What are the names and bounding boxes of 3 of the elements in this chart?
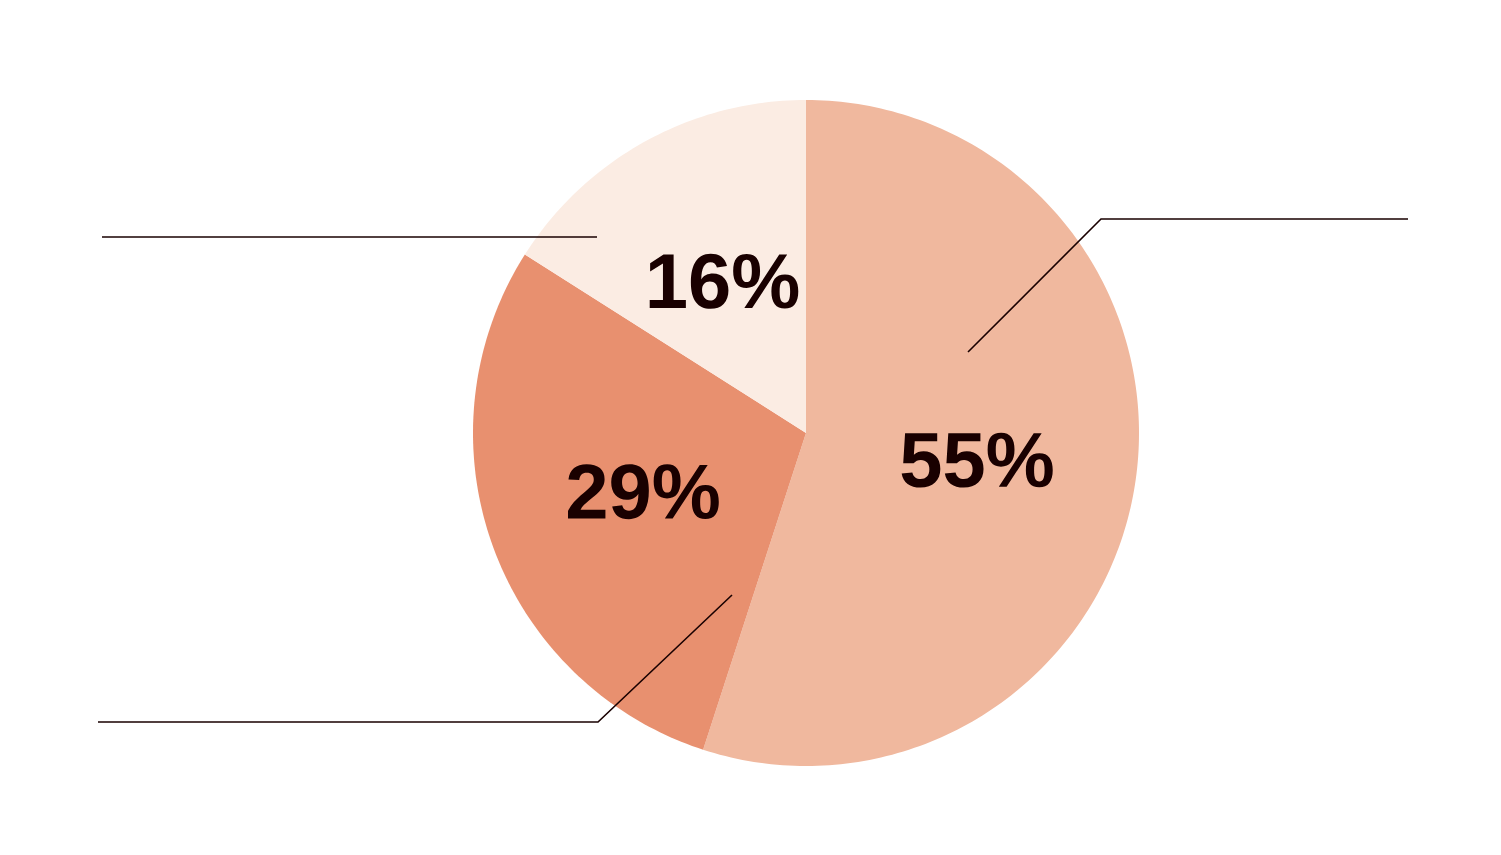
data-label: 29%: [568, 464, 719, 520]
data-label: 55%: [901, 432, 1053, 488]
data-label: 16%: [649, 253, 799, 309]
